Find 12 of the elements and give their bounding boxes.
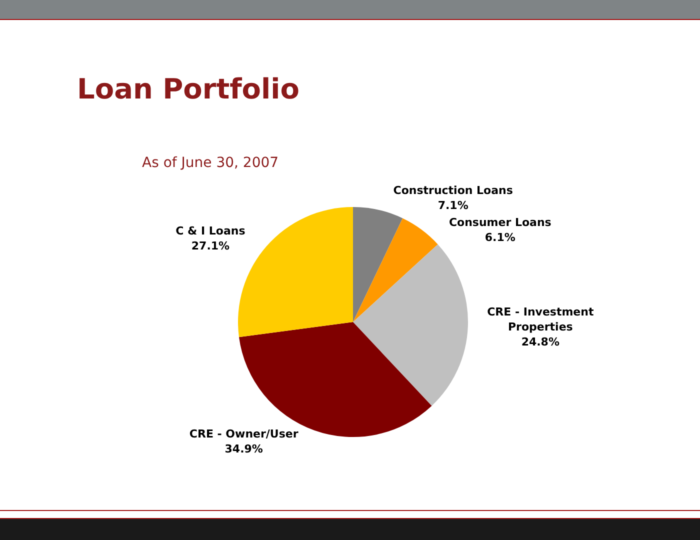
slice-label: Consumer Loans bbox=[448, 216, 552, 230]
slice-label: C & I Loans bbox=[176, 224, 246, 238]
data-label: 34.9% bbox=[224, 442, 263, 456]
data-label: 27.1% bbox=[191, 239, 230, 252]
slice-label: CRE - Owner/User bbox=[189, 428, 299, 441]
chart-subtitle: As of June 30, 2007 bbox=[142, 155, 279, 171]
chart-title: Loan Portfolio bbox=[77, 72, 300, 106]
slice-label: CRE - Investment Properties bbox=[487, 305, 594, 334]
data-label: 6.1% bbox=[484, 231, 516, 244]
data-label: 7.1% bbox=[438, 199, 468, 212]
data-label: 24.8% bbox=[521, 335, 560, 348]
slice-label: Construction Loans bbox=[393, 184, 514, 198]
